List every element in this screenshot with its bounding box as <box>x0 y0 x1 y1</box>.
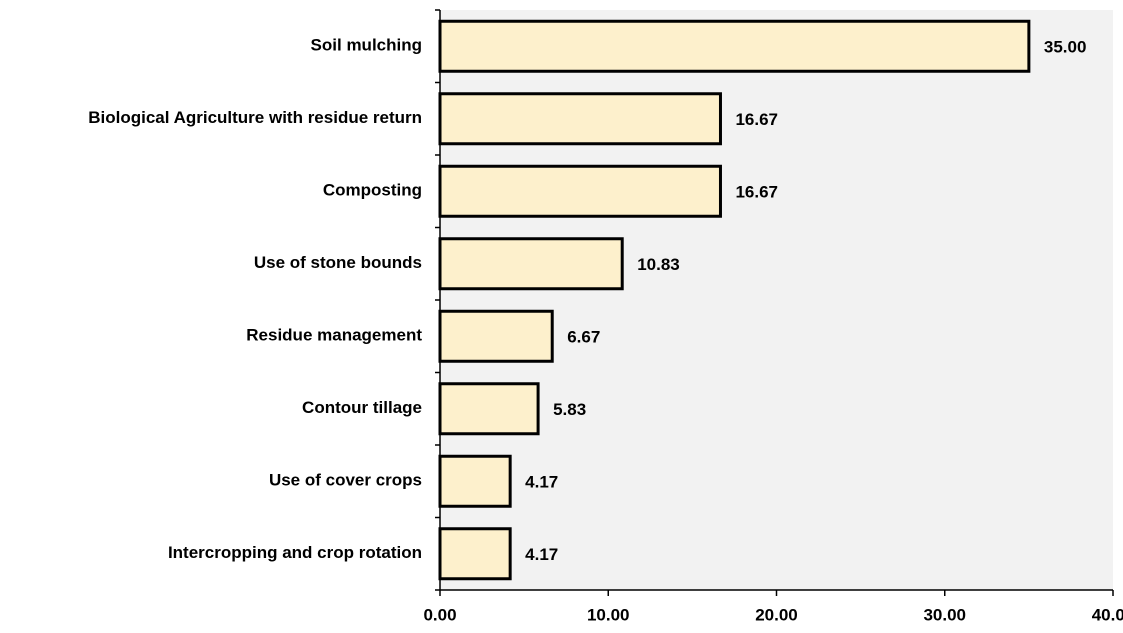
data-label: 5.83 <box>553 400 586 419</box>
data-label: 35.00 <box>1044 38 1087 57</box>
x-tick-label: 20.00 <box>755 605 798 624</box>
x-tick-label: 0.00 <box>423 605 456 624</box>
x-tick-label: 10.00 <box>587 605 630 624</box>
data-label: 4.17 <box>525 473 558 492</box>
bar <box>438 527 512 581</box>
data-label: 16.67 <box>735 110 778 129</box>
bar <box>438 237 624 291</box>
bar <box>438 454 512 508</box>
data-label: 10.83 <box>637 255 680 274</box>
data-label: 6.67 <box>567 328 600 347</box>
data-label: 16.67 <box>735 183 778 202</box>
bar <box>438 92 722 146</box>
y-tick-label: Biological Agriculture with residue retu… <box>88 108 422 127</box>
y-tick-label: Contour tillage <box>302 398 422 417</box>
y-tick-label: Residue management <box>246 326 422 345</box>
bar <box>438 309 554 363</box>
x-tick-label: 30.00 <box>923 605 966 624</box>
bar <box>438 382 540 436</box>
bar <box>438 19 1031 73</box>
y-tick-label: Use of stone bounds <box>254 253 422 272</box>
bar <box>438 164 722 218</box>
x-tick-label: 40.00 <box>1092 605 1123 624</box>
data-label: 4.17 <box>525 545 558 564</box>
y-tick-label: Intercropping and crop rotation <box>168 543 422 562</box>
y-tick-label: Use of cover crops <box>269 471 422 490</box>
y-tick-label: Composting <box>323 181 422 200</box>
y-tick-label: Soil mulching <box>311 36 422 55</box>
